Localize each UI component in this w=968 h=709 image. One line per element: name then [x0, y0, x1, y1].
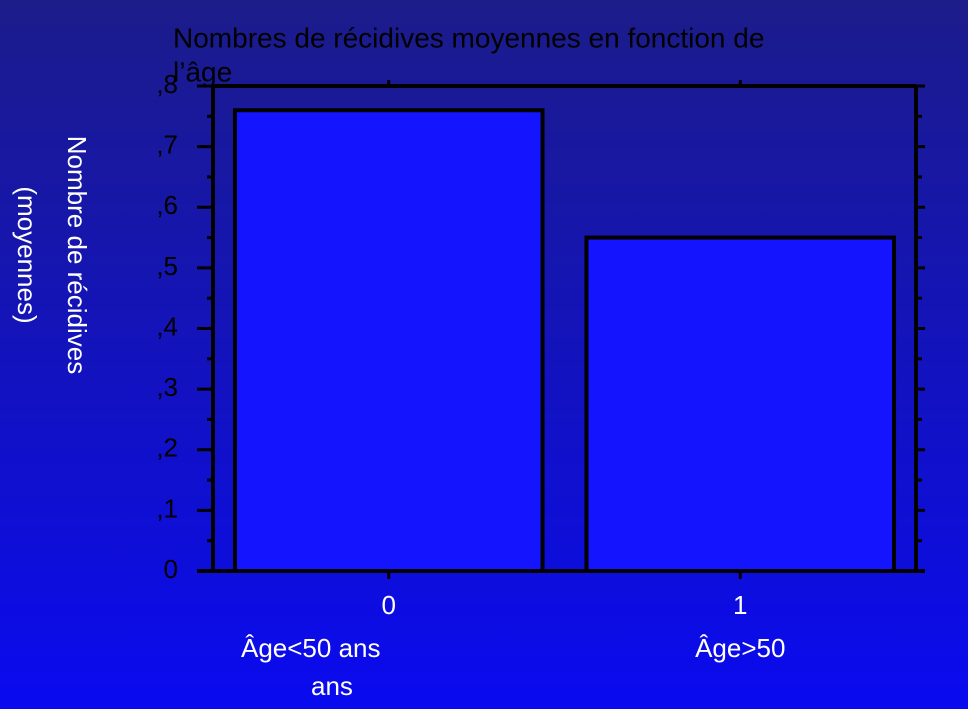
- y-tick-label: ,6: [156, 190, 178, 220]
- y-tick-label: ,7: [156, 130, 178, 160]
- y-tick-label: ,4: [156, 311, 178, 341]
- bar: [584, 235, 897, 573]
- y-tick-label: 0: [164, 554, 178, 584]
- category-note: Âge>50: [695, 633, 785, 663]
- x-tick-label: 1: [733, 590, 747, 620]
- bar: [232, 108, 545, 573]
- y-axis-label: Nombre de récidives: [62, 136, 92, 374]
- y-axis-label: (moyennes): [12, 186, 42, 323]
- chart-title: Nombres de récidives moyennes en fonctio…: [173, 22, 764, 53]
- x-tick-label: 0: [382, 590, 396, 620]
- chart-title: l’âge: [173, 56, 232, 87]
- y-tick-label: ,1: [156, 493, 178, 523]
- y-tick-label: ,8: [156, 69, 178, 99]
- category-note: Âge<50 ans: [241, 633, 381, 663]
- y-tick-label: ,5: [156, 251, 178, 281]
- y-tick-label: ,2: [156, 433, 178, 463]
- y-tick-label: ,3: [156, 372, 178, 402]
- category-note: ans: [311, 671, 353, 701]
